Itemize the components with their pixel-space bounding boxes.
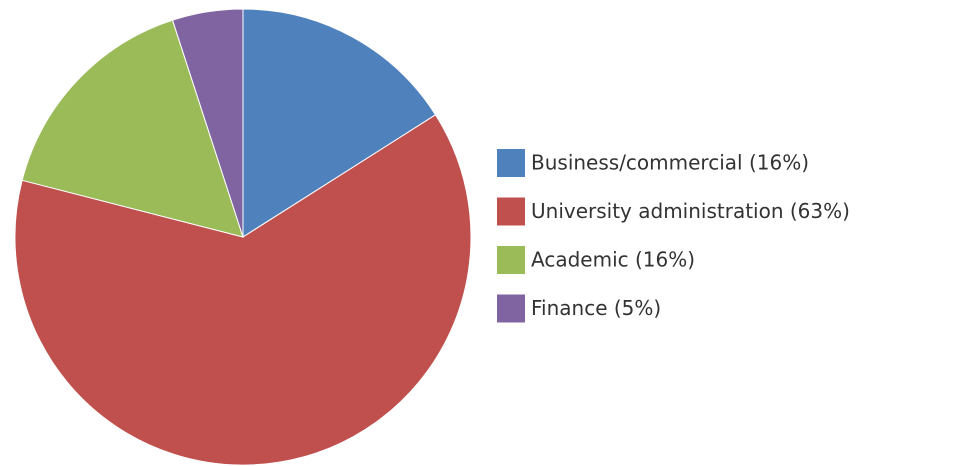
legend-swatch	[497, 197, 525, 226]
legend-swatch	[497, 294, 525, 323]
pie-slice	[14, 114, 472, 466]
pie-slice	[242, 8, 437, 238]
pie-slice	[21, 19, 244, 238]
legend-label: Business/commercial (16%)	[531, 151, 809, 175]
legend-label: Finance (5%)	[531, 296, 661, 320]
legend-swatch	[497, 149, 525, 177]
pie-slice	[171, 8, 244, 238]
legend-label: Academic (16%)	[531, 248, 695, 272]
legend-label: University administration (63%)	[531, 199, 850, 223]
legend-swatch	[497, 246, 525, 274]
